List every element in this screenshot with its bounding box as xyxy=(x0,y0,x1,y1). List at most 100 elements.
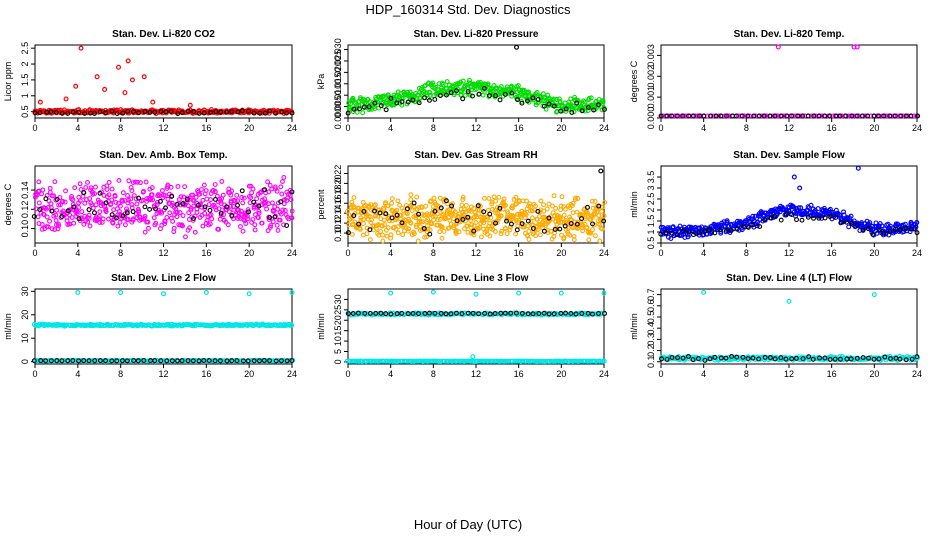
x-tick-label: 12 xyxy=(784,123,794,133)
data-point xyxy=(664,356,670,362)
data-point xyxy=(142,229,148,235)
data-point xyxy=(150,197,156,203)
data-point xyxy=(513,231,519,237)
data-point xyxy=(284,358,290,364)
outlier-point xyxy=(116,64,122,70)
data-point xyxy=(432,96,438,102)
data-point xyxy=(556,220,562,226)
data-point xyxy=(441,228,447,234)
y-tick-label: 0.1 xyxy=(646,356,656,369)
data-point xyxy=(405,311,411,317)
data-point xyxy=(92,210,97,216)
y-tick-label: 15 xyxy=(333,326,343,336)
data-point xyxy=(569,110,575,115)
data-point xyxy=(546,215,552,221)
series-1 xyxy=(345,44,607,116)
data-point xyxy=(557,226,563,232)
data-point xyxy=(198,187,204,192)
y-tick-label: 0.16 xyxy=(333,194,343,212)
y-tick-label: 1.5 xyxy=(20,74,30,87)
data-point xyxy=(903,226,909,232)
series-0 xyxy=(346,77,607,116)
y-axis-label: percent xyxy=(316,189,326,220)
x-tick-label: 16 xyxy=(201,123,211,133)
data-point xyxy=(191,198,197,204)
panel-title: Stan. Dev. Gas Stream RH xyxy=(414,150,537,161)
data-point xyxy=(485,81,491,87)
data-point xyxy=(416,211,421,217)
data-point xyxy=(481,195,487,201)
data-point xyxy=(439,224,445,230)
data-point xyxy=(35,214,41,220)
data-point xyxy=(523,212,529,218)
data-point xyxy=(481,209,487,215)
data-point xyxy=(677,223,683,229)
data-point xyxy=(493,93,499,99)
data-point xyxy=(389,102,395,108)
data-point xyxy=(74,209,80,215)
data-point xyxy=(562,206,568,212)
data-point xyxy=(289,189,295,195)
data-point xyxy=(72,185,78,191)
data-point xyxy=(552,226,558,232)
x-tick-label: 20 xyxy=(869,123,879,133)
data-point xyxy=(739,113,745,119)
data-point xyxy=(480,92,486,98)
data-point xyxy=(827,206,833,212)
data-point xyxy=(378,310,384,316)
data-point xyxy=(87,196,93,201)
data-point xyxy=(701,113,707,119)
data-point xyxy=(200,223,206,229)
data-point xyxy=(369,217,374,223)
data-point xyxy=(218,198,224,204)
data-point xyxy=(805,113,811,119)
data-point xyxy=(251,199,257,205)
data-point xyxy=(380,232,385,238)
data-point xyxy=(203,188,209,193)
data-point xyxy=(67,212,73,218)
data-point xyxy=(386,218,392,224)
data-point xyxy=(542,214,547,220)
data-point xyxy=(591,107,597,113)
data-point xyxy=(551,193,557,199)
data-point xyxy=(73,213,79,219)
data-point xyxy=(354,109,360,115)
data-point xyxy=(897,227,903,233)
data-point xyxy=(497,205,503,211)
data-point xyxy=(207,221,213,227)
data-point xyxy=(47,218,53,224)
chart-panel: Stan. Dev. Amb. Box Temp. 0 4 8 12 16 20 24 0.10… xyxy=(3,150,297,258)
data-point xyxy=(224,204,230,210)
data-point xyxy=(96,199,102,205)
data-point xyxy=(568,96,574,102)
data-point xyxy=(524,198,529,204)
data-point xyxy=(399,310,405,316)
data-point xyxy=(883,113,888,119)
x-tick-label: 24 xyxy=(599,369,609,379)
data-point xyxy=(888,223,893,229)
data-point xyxy=(914,230,920,236)
data-point xyxy=(473,219,479,225)
data-point xyxy=(372,100,378,106)
data-point xyxy=(487,311,493,317)
x-tick-label: 20 xyxy=(244,248,254,258)
data-point xyxy=(86,212,92,218)
data-point xyxy=(596,203,602,209)
data-point xyxy=(448,90,454,96)
data-point xyxy=(493,220,498,226)
data-point xyxy=(271,208,277,214)
data-point xyxy=(781,113,787,119)
data-point xyxy=(37,110,43,116)
data-point xyxy=(658,113,664,119)
data-point xyxy=(535,227,541,232)
data-point xyxy=(62,199,68,205)
outlier-point xyxy=(797,185,803,191)
data-point xyxy=(114,358,120,364)
y-axis-label: ml/min xyxy=(3,313,13,340)
data-point xyxy=(574,221,580,227)
data-point xyxy=(798,205,804,211)
series-1 xyxy=(659,353,920,363)
data-point xyxy=(428,92,433,98)
data-point xyxy=(54,196,60,202)
data-point xyxy=(180,201,186,207)
